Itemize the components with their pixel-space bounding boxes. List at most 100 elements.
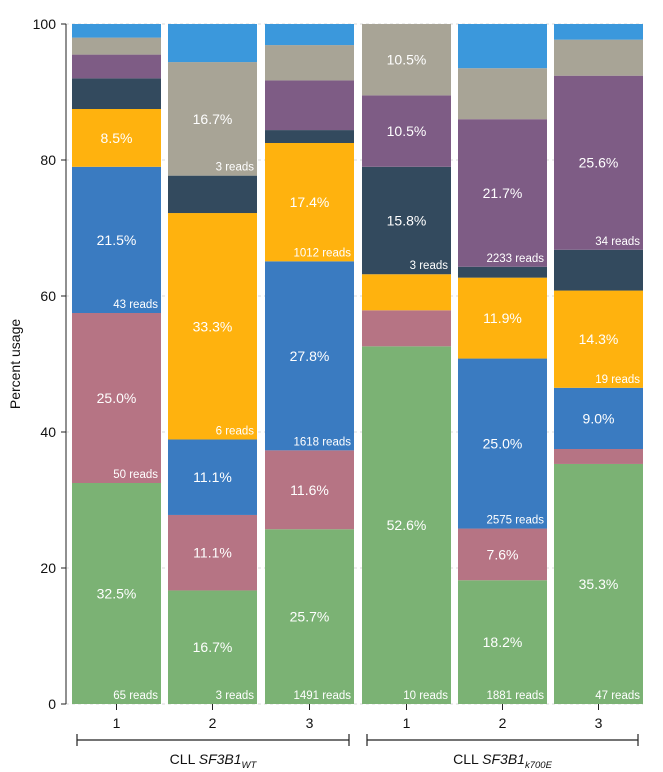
- bar-segment-purple: [362, 95, 451, 167]
- segment-reads-label: 3 reads: [410, 260, 449, 272]
- segment-percent-label: 16.7%: [193, 111, 233, 127]
- bar-segment-blue: [458, 358, 547, 529]
- bar-segment-purple: [458, 119, 547, 267]
- segment-percent-label: 11.1%: [193, 469, 232, 485]
- bars: 32.5% 65 reads 25.0% 50 reads 21.5% 43 reads 8…: [72, 24, 643, 704]
- segment-percent-label: 32.5%: [97, 586, 137, 602]
- segment-percent-label: 11.6%: [290, 482, 329, 498]
- x-tick-label: 2: [499, 715, 507, 731]
- y-tick-label: 40: [40, 424, 56, 440]
- y-tick-label: 100: [33, 16, 57, 32]
- segment-reads-label: 2575 reads: [486, 515, 544, 527]
- segment-percent-label: 16.7%: [193, 639, 233, 655]
- bar-segment-lightblue: [168, 24, 257, 63]
- bar-segment-pink: [72, 313, 161, 483]
- x-tick-label: 3: [306, 715, 314, 731]
- segment-reads-label: 10 reads: [403, 690, 448, 702]
- bar-segment-lightblue: [458, 24, 547, 69]
- x-tick-label: 2: [209, 715, 217, 731]
- segment-percent-label: 8.5%: [101, 130, 133, 146]
- y-axis-title: Percent usage: [7, 319, 23, 409]
- segment-percent-label: 25.7%: [290, 609, 330, 625]
- bar-segment-orange: [554, 290, 643, 388]
- segment-reads-label: 65 reads: [113, 690, 158, 702]
- segment-percent-label: 14.3%: [579, 331, 619, 347]
- segment-percent-label: 17.4%: [290, 194, 330, 210]
- segment-percent-label: 52.6%: [387, 517, 427, 533]
- group-bracket-2: CLL SF3B1k700E: [366, 734, 639, 771]
- bar-segment-purple: [265, 80, 354, 131]
- bar-segment-blue: [168, 439, 257, 515]
- bar-segment-gray: [265, 45, 354, 81]
- segment-percent-label: 11.9%: [483, 310, 522, 326]
- bar-segment-orange: [362, 274, 451, 311]
- segment-percent-label: 35.3%: [579, 576, 619, 592]
- segment-percent-label: 25.0%: [97, 390, 137, 406]
- bar-1: 32.5% 65 reads 25.0% 50 reads 21.5% 43 reads 8…: [72, 24, 161, 704]
- bar-segment-gray: [458, 68, 547, 120]
- bar-segment-blue: [72, 166, 161, 313]
- bar-4: 52.6% 10 reads 15.8% 3 reads 10.5% 10.5%: [362, 24, 451, 704]
- segment-percent-label: 10.5%: [387, 52, 427, 68]
- bar-segment-green: [554, 463, 643, 704]
- segment-reads-label: 2233 reads: [486, 253, 544, 265]
- bar-segment-gray: [168, 62, 257, 176]
- bar-segment-gray: [554, 39, 643, 76]
- segment-percent-label: 25.0%: [483, 436, 523, 452]
- x-tick-label: 1: [113, 715, 121, 731]
- group-label: CLL SF3B1WT: [170, 751, 258, 771]
- segment-percent-label: 21.5%: [97, 232, 137, 248]
- bar-segment-pink: [458, 528, 547, 581]
- bar-segment-gray: [72, 37, 161, 55]
- x-tick-label: 3: [595, 715, 603, 731]
- bar-segment-green: [168, 590, 257, 704]
- segment-reads-label: 1881 reads: [486, 690, 544, 702]
- x-tick-label: 1: [403, 715, 411, 731]
- segment-reads-label: 3 reads: [216, 690, 255, 702]
- bar-3: 25.7% 1491 reads 11.6% 27.8% 1618 reads 17.4%…: [265, 24, 354, 704]
- bar-segment-navy: [168, 175, 257, 214]
- segment-reads-label: 3 reads: [216, 162, 255, 174]
- segment-reads-label: 19 reads: [595, 374, 640, 386]
- segment-reads-label: 1012 reads: [293, 247, 351, 259]
- axes: 0 20 40 60 80 100 1 2 3 1 2 3: [33, 16, 603, 731]
- bar-segment-navy: [458, 266, 547, 278]
- segment-reads-label: 50 reads: [113, 469, 158, 481]
- bar-segment-navy: [265, 130, 354, 143]
- bar-segment-lightblue: [554, 24, 643, 40]
- segment-percent-label: 11.1%: [193, 545, 232, 561]
- segment-reads-label: 6 reads: [216, 425, 255, 437]
- y-tick-label: 80: [40, 152, 56, 168]
- bar-segment-navy: [362, 166, 451, 275]
- segment-percent-label: 27.8%: [290, 348, 330, 364]
- segment-percent-label: 18.2%: [483, 634, 523, 650]
- bar-5: 18.2% 1881 reads 7.6% 25.0% 2575 reads 11.9% 2…: [458, 24, 547, 704]
- segment-percent-label: 25.6%: [579, 155, 619, 171]
- bar-segment-orange: [72, 109, 161, 167]
- bar-segment-orange: [168, 213, 257, 440]
- bar-segment-gray: [362, 24, 451, 96]
- y-tick-label: 0: [48, 696, 56, 712]
- bar-segment-orange: [265, 143, 354, 262]
- bar-segment-pink: [554, 449, 643, 464]
- bar-segment-green: [72, 483, 161, 704]
- segment-reads-label: 47 reads: [595, 690, 640, 702]
- bar-6: 35.3% 47 reads 9.0% 14.3% 19 reads 25.6% 34 re…: [554, 24, 643, 704]
- segment-percent-label: 33.3%: [193, 318, 233, 334]
- segment-percent-label: 21.7%: [483, 185, 523, 201]
- bar-segment-lightblue: [72, 24, 161, 38]
- bar-2: 16.7% 3 reads 11.1% 11.1% 33.3% 6 reads 16.7% 3…: [168, 24, 257, 704]
- bar-segment-green: [265, 529, 354, 704]
- segment-percent-label: 15.8%: [387, 213, 427, 229]
- segment-percent-label: 9.0%: [583, 410, 615, 426]
- bar-segment-green: [458, 580, 547, 704]
- bar-segment-blue: [554, 387, 643, 449]
- bar-segment-lightblue: [265, 24, 354, 46]
- segment-reads-label: 34 reads: [595, 236, 640, 248]
- group-label: CLL SF3B1k700E: [453, 751, 552, 771]
- bar-segment-pink: [265, 450, 354, 530]
- bar-segment-blue: [265, 261, 354, 451]
- segment-percent-label: 10.5%: [387, 123, 427, 139]
- bar-segment-purple: [72, 54, 161, 79]
